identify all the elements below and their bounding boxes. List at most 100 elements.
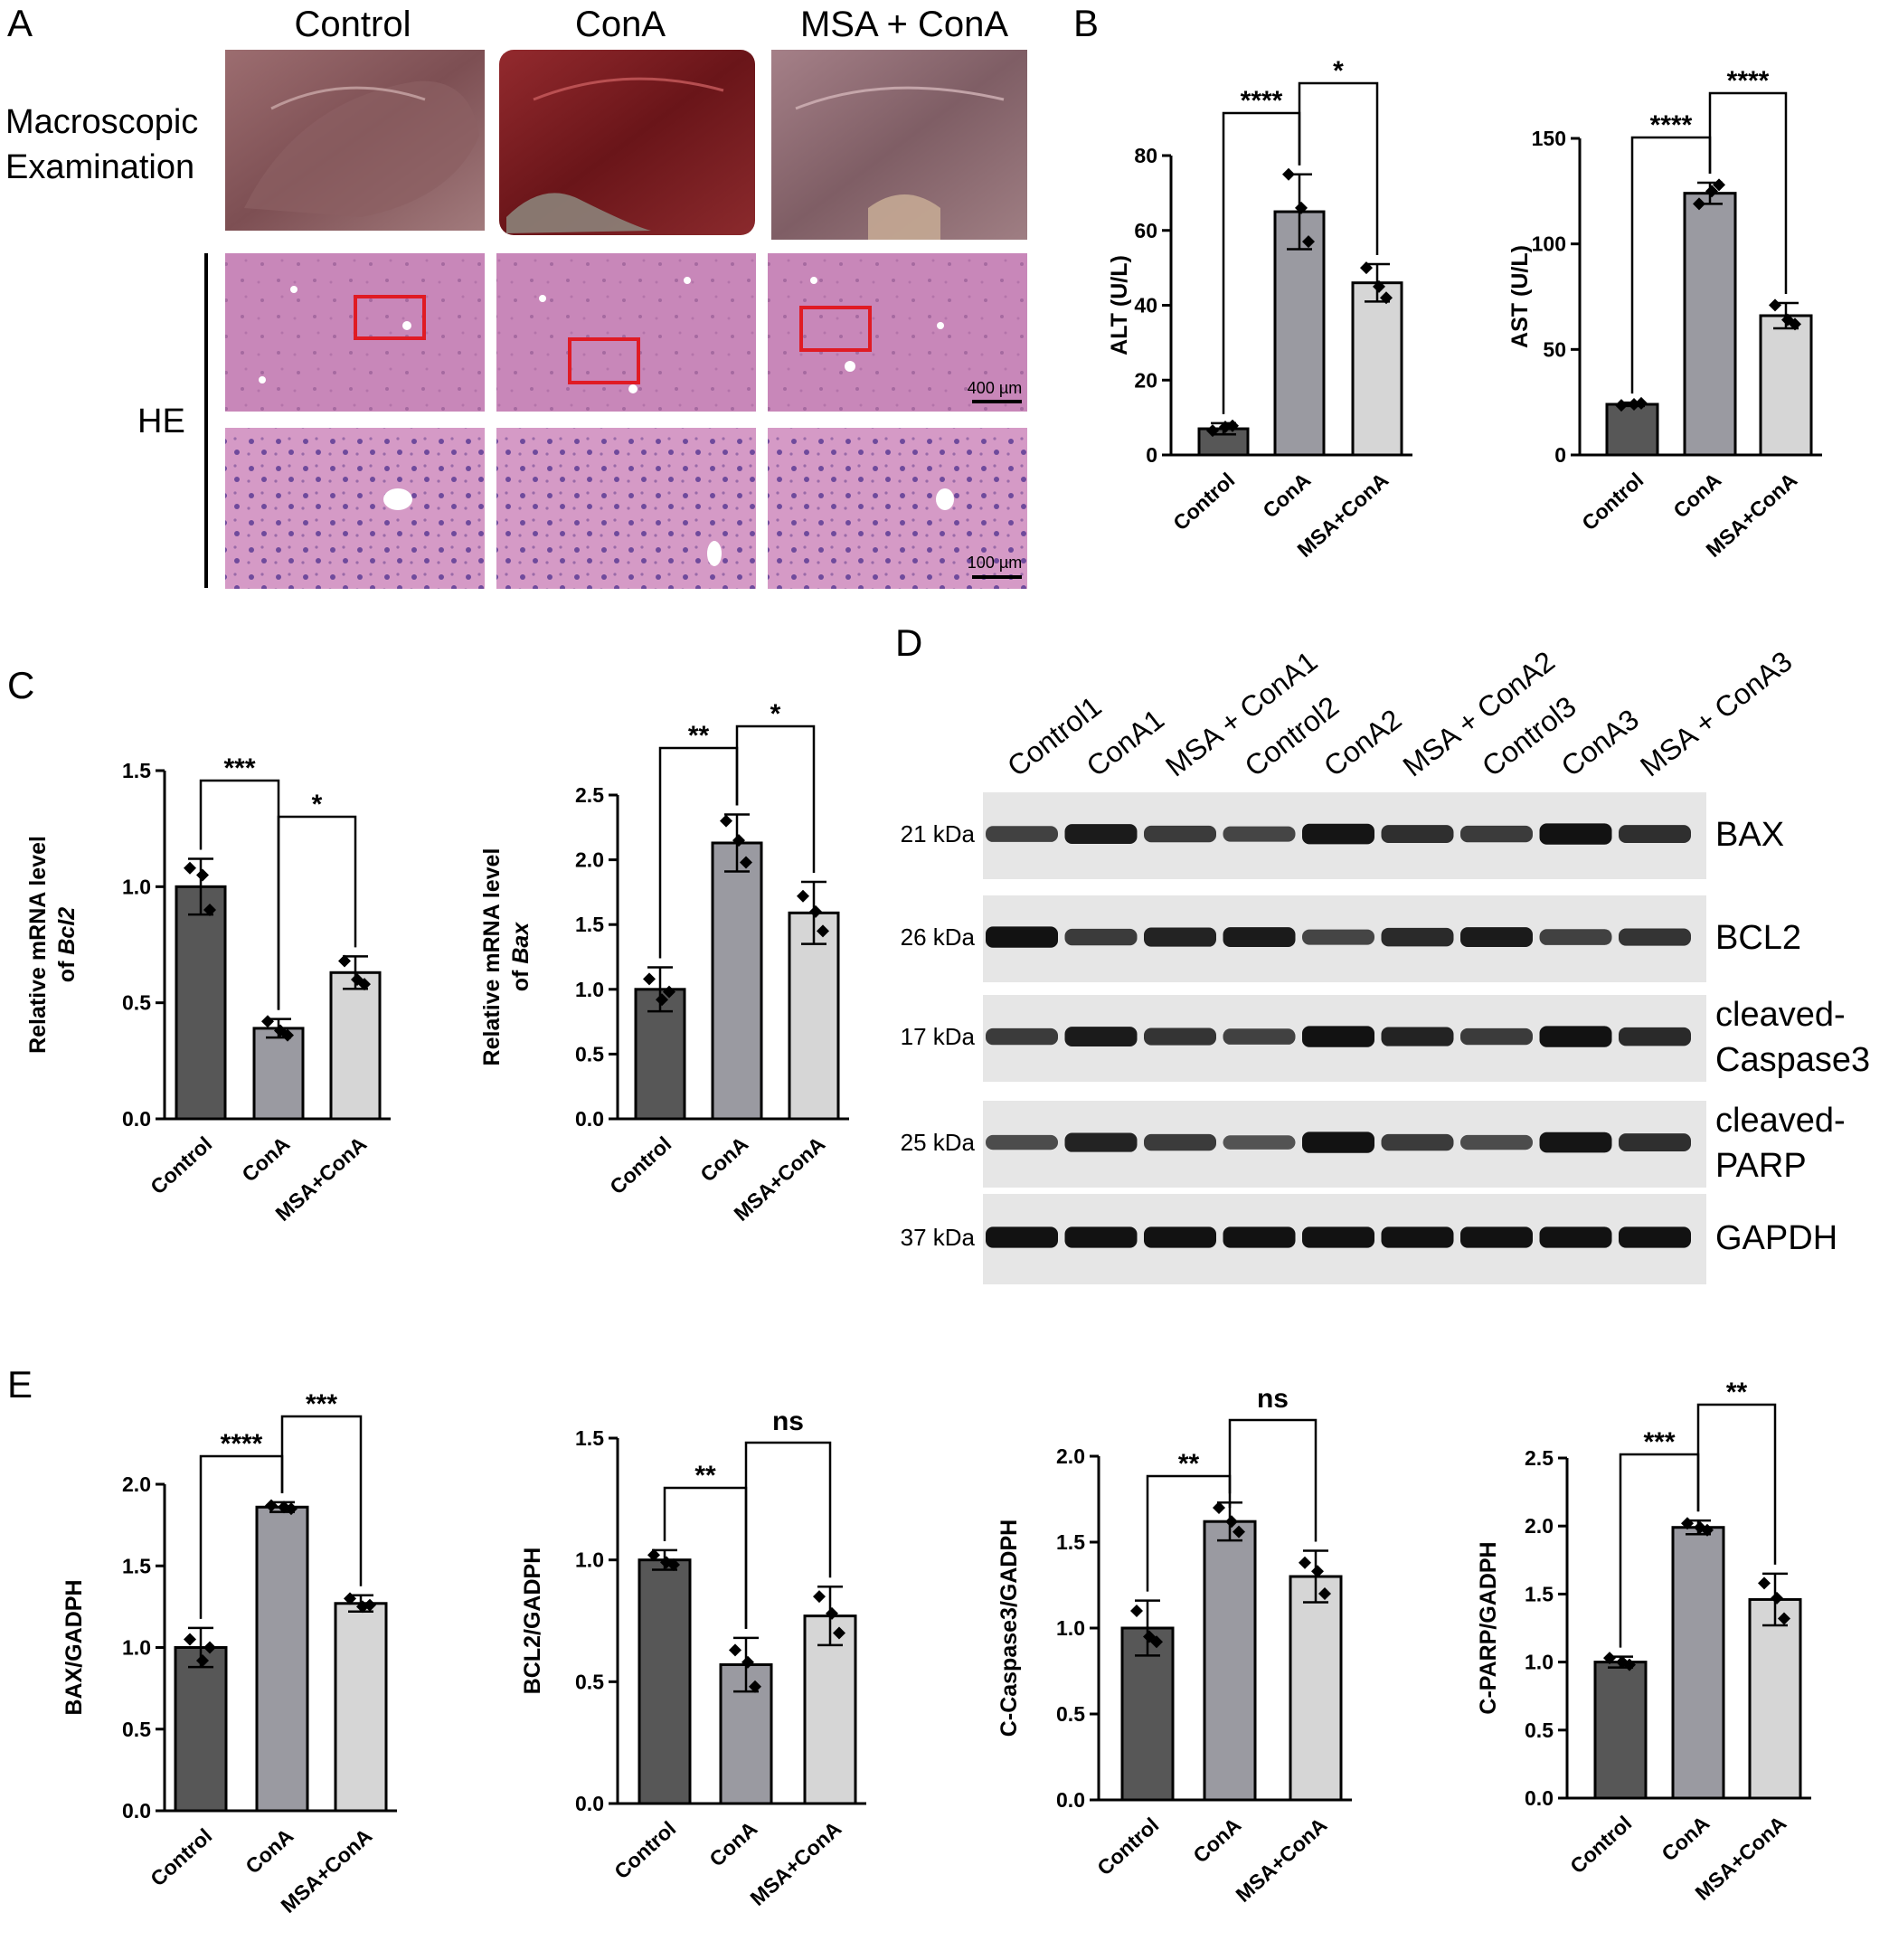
bar-msa-cona <box>803 1614 857 1805</box>
data-point <box>1282 167 1295 181</box>
significance-bracket <box>735 724 816 873</box>
data-point <box>1360 261 1373 275</box>
bar-msa-cona <box>1759 314 1813 457</box>
data-point <box>1150 1635 1163 1649</box>
significance-bracket <box>1696 1403 1777 1565</box>
blot-band-4-3 <box>1144 1133 1216 1151</box>
y-tick-label: 0.0 <box>575 1107 604 1131</box>
significance-label: *** <box>306 1389 337 1419</box>
blot-band-4-2 <box>1064 1132 1138 1152</box>
bar-msa-cona <box>788 911 840 1121</box>
y-tick-label: 0.5 <box>575 1670 604 1693</box>
scale-bar-label-400: 400 µm <box>968 379 1022 397</box>
scale-bar-label-100: 100 µm <box>968 554 1022 572</box>
y-axis-label: ALT (U/L) <box>1107 255 1132 355</box>
bar-msa-cona <box>1289 1575 1343 1802</box>
significance-label: **** <box>1727 66 1770 96</box>
protein-label-4-a: cleaved- <box>1715 1102 1846 1140</box>
data-point <box>1778 1612 1790 1625</box>
data-point <box>833 1626 845 1640</box>
y-tick-label: 2.0 <box>122 1472 151 1496</box>
blot-band-4-9 <box>1619 1133 1691 1151</box>
x-tick-label: MSA+ConA <box>1231 1813 1331 1907</box>
column-header-msa-cona: MSA + ConA <box>800 5 1008 44</box>
x-tick-label: ConA <box>704 1816 761 1870</box>
y-tick-label: 150 <box>1532 127 1566 150</box>
he-low-control <box>225 253 485 412</box>
bar-msa-cona <box>1351 281 1403 457</box>
data-point <box>1713 178 1725 192</box>
he-low-cona <box>496 253 756 412</box>
blot-band-5-1 <box>986 1226 1058 1248</box>
data-point <box>1603 1652 1616 1665</box>
data-point <box>1769 298 1781 312</box>
y-tick-label: 1.5 <box>575 1426 604 1450</box>
significance-label: **** <box>1650 110 1693 140</box>
y-tick-label: 0.0 <box>1525 1786 1554 1810</box>
data-point <box>720 814 732 828</box>
data-point <box>740 856 752 869</box>
data-point <box>1681 1517 1694 1530</box>
blot-band-1-6 <box>1381 825 1454 843</box>
y-tick-label: 1.0 <box>575 1548 604 1572</box>
blot-band-3-3 <box>1144 1027 1216 1046</box>
x-tick-label: ConA <box>1668 468 1725 522</box>
data-point <box>203 904 216 916</box>
data-point <box>1615 399 1628 412</box>
x-tick-label: Control <box>1565 1811 1636 1878</box>
significance-label: ** <box>1178 1449 1200 1479</box>
data-point <box>1758 1577 1771 1590</box>
row-label-macroscopic: Macroscopic <box>5 103 198 141</box>
blot-band-5-8 <box>1539 1226 1612 1248</box>
y-tick-label: 0.0 <box>575 1792 604 1815</box>
blot-band-3-1 <box>986 1027 1058 1046</box>
blot-band-1-4 <box>1223 826 1296 842</box>
data-point <box>1623 1658 1636 1671</box>
data-point <box>1226 419 1239 432</box>
blot-band-3-9 <box>1619 1027 1691 1046</box>
data-point <box>1213 1501 1225 1514</box>
x-tick-label: ConA <box>695 1131 752 1186</box>
bar-control <box>175 885 227 1121</box>
y-tick-label: 0.5 <box>1525 1719 1554 1742</box>
chart-bcl2-gapdh: 0.0 0.5 1.0 1.5 BCL2/GADPH Control ConAMSA+Con… <box>520 1406 866 1910</box>
y-tick-label: 1.0 <box>122 1636 151 1660</box>
liver-photo-cona <box>499 50 755 235</box>
y-tick-label: 1.0 <box>1525 1651 1554 1674</box>
bar-control <box>1605 402 1659 457</box>
chart-bax: 0.0 0.5 1.0 1.5 2.0 2.5 Relative mRNA level of … <box>479 699 849 1226</box>
blot-band-5-5 <box>1302 1226 1374 1248</box>
y-tick-label: 0.5 <box>122 991 151 1015</box>
panel-letter-a: A <box>7 2 33 44</box>
panel-a: Control ConA MSA + ConA Macroscopic Exam… <box>5 5 1027 589</box>
blot-band-2-7 <box>1460 927 1533 948</box>
bar-cona <box>255 1505 309 1813</box>
y-axis-label: C-PARP/GADPH <box>1476 1541 1501 1714</box>
blot-band-1-2 <box>1064 824 1138 845</box>
data-point <box>1701 1523 1714 1537</box>
y-tick-label: 2.0 <box>1525 1514 1554 1538</box>
bar-control <box>174 1646 228 1813</box>
x-tick-label: MSA+ConA <box>745 1816 845 1910</box>
y-tick-label: 80 <box>1134 144 1157 167</box>
liver-photo-control <box>225 50 485 231</box>
significance-label: * <box>312 790 323 819</box>
data-point <box>196 1653 209 1667</box>
he-high-cona <box>496 428 756 589</box>
blot-band-5-2 <box>1064 1226 1138 1248</box>
blot-band-3-7 <box>1460 1027 1533 1046</box>
y-tick-label: 1.0 <box>122 875 151 898</box>
blot-band-2-4 <box>1223 927 1296 948</box>
significance-bracket <box>1228 1418 1318 1542</box>
y-axis-label-line2: of Bcl2 <box>54 907 80 982</box>
blot-band-2-8 <box>1539 929 1612 945</box>
significance-bracket <box>744 1441 832 1629</box>
x-tick-label: Control <box>609 1816 680 1883</box>
x-tick-label: ConA <box>237 1131 294 1186</box>
blot-band-5-6 <box>1381 1226 1454 1248</box>
he-low-msa-cona: 400 µm <box>768 253 1027 412</box>
he-high-msa-cona: 100 µm <box>768 428 1027 589</box>
blot-band-3-6 <box>1381 1027 1454 1046</box>
